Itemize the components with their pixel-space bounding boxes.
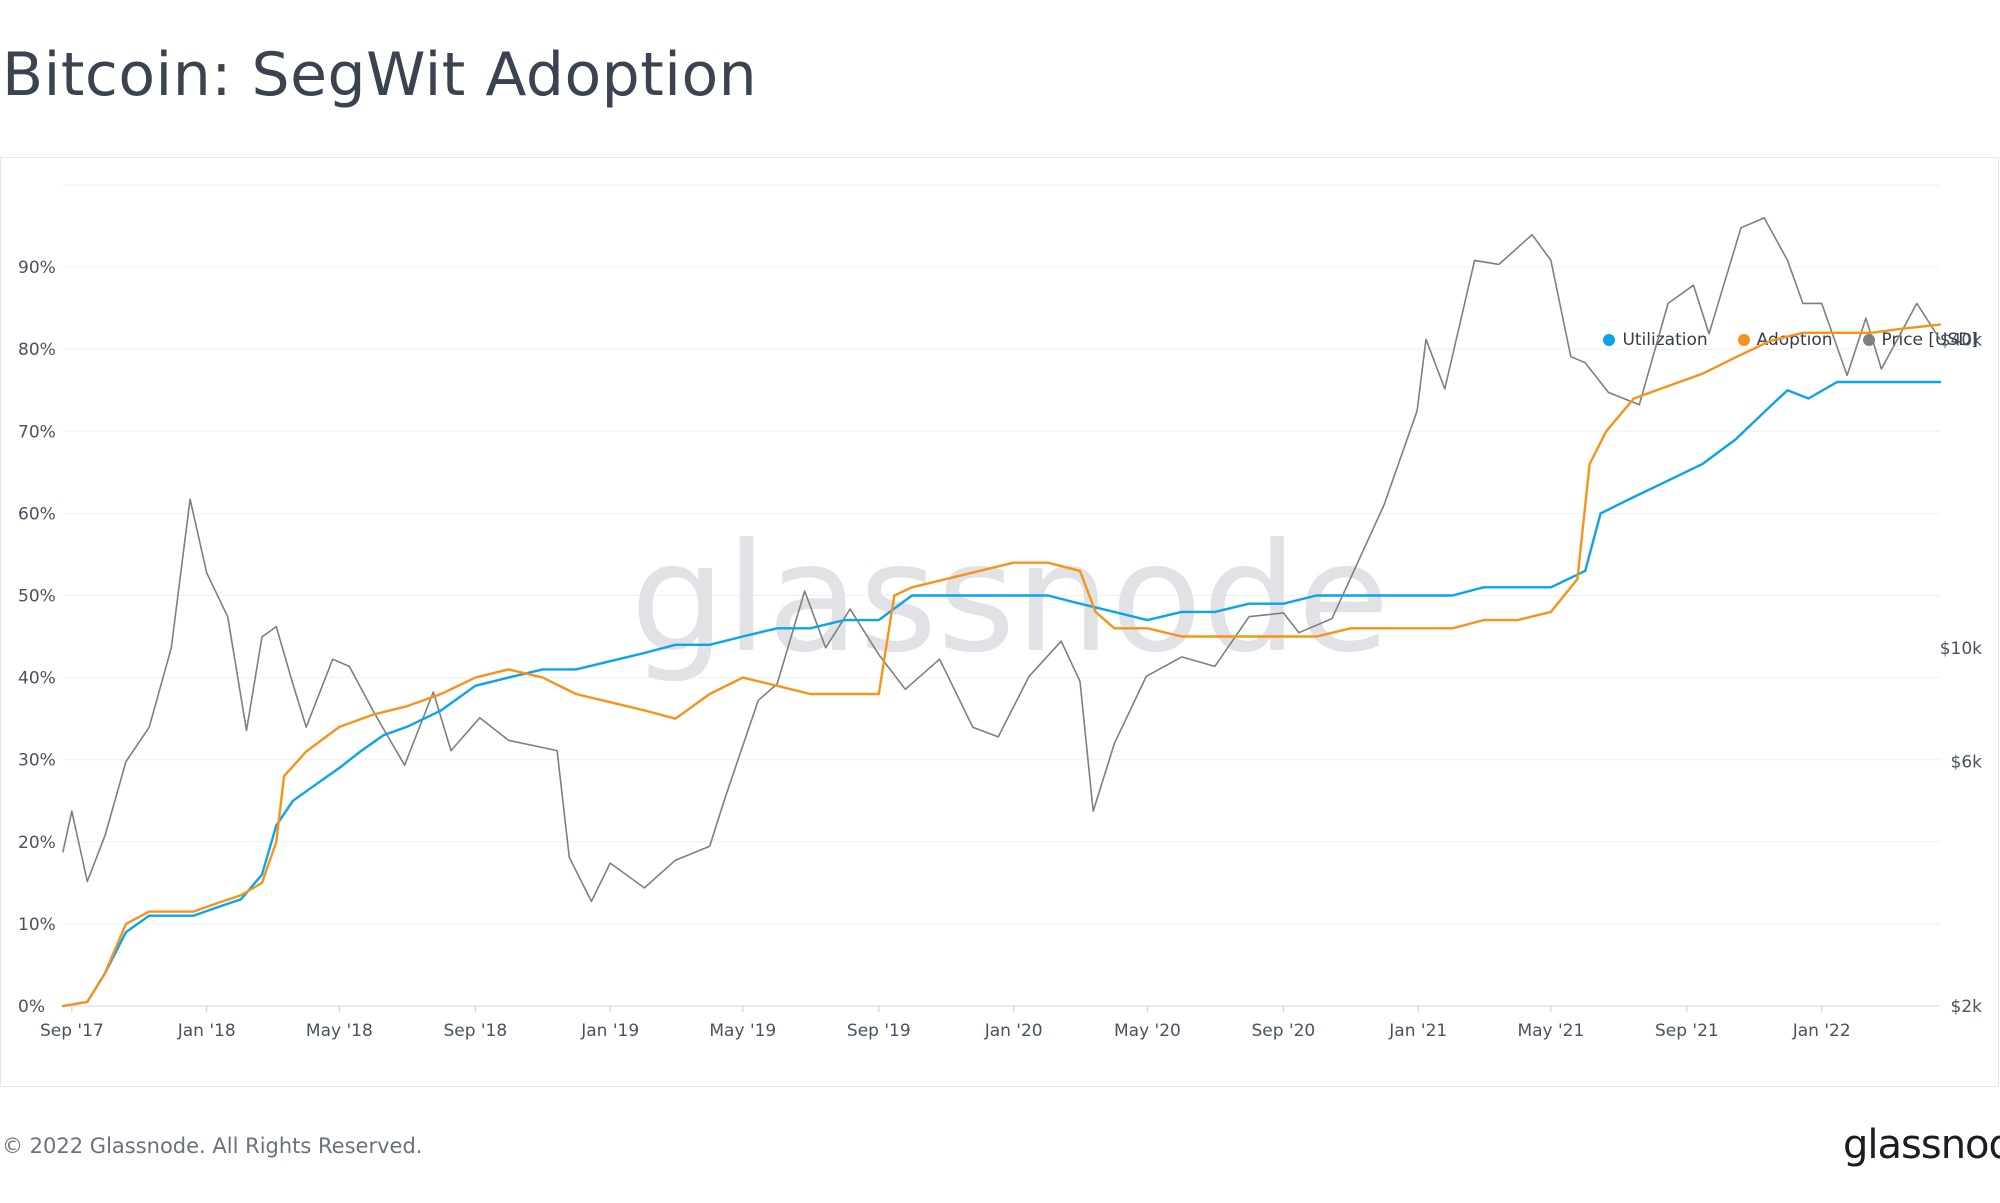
y-left-tick-label: 20% xyxy=(18,833,56,853)
x-tick-label: Sep '18 xyxy=(443,1021,507,1041)
legend-label-price: Price [USD] xyxy=(1881,330,1978,350)
y-right-tick-label: $40k xyxy=(1940,330,1982,350)
chart-legend: Utilization Adoption Price [USD] xyxy=(1603,330,1978,350)
legend-dot-adoption-icon xyxy=(1737,334,1750,346)
glassnode-logo[interactable]: glassnode xyxy=(1843,1122,2000,1168)
chart-plot: glassnode 0% 10% 20% 30% 40% 50% 60% 70% 80% 90% $… xyxy=(18,184,1982,1041)
x-tick-label: Sep '19 xyxy=(847,1021,911,1041)
y-left-tick-label: 30% xyxy=(18,751,56,771)
page-title: Bitcoin: SegWit Adoption xyxy=(2,40,758,110)
x-tick-label: May '18 xyxy=(306,1021,373,1041)
legend-label-adoption: Adoption xyxy=(1756,330,1833,350)
legend-label-utilization: Utilization xyxy=(1622,330,1708,350)
x-tick-label: May '20 xyxy=(1114,1021,1181,1041)
y-right-tick-label: $2k xyxy=(1951,997,1983,1017)
legend-item-adoption[interactable]: Adoption xyxy=(1737,330,1833,350)
x-tick-label: Sep '21 xyxy=(1655,1021,1719,1041)
x-tick-label: Jan '20 xyxy=(984,1021,1043,1041)
y-right-tick-label: $6k xyxy=(1951,752,1983,772)
series-lines xyxy=(61,217,1942,1008)
y-left-tick-label: 60% xyxy=(18,504,56,524)
legend-dot-utilization-icon xyxy=(1603,334,1616,346)
x-tick-label: May '21 xyxy=(1517,1021,1584,1041)
x-tick-label: May '19 xyxy=(709,1021,776,1041)
x-tick-label: Sep '17 xyxy=(40,1021,104,1041)
y-left-tick-label: 50% xyxy=(18,587,56,607)
axis-ticks: 0% 10% 20% 30% 40% 50% 60% 70% 80% 90% $2k $6k $10k $… xyxy=(18,258,1982,1041)
grid-lines xyxy=(63,184,1940,1007)
y-left-tick-label: 0% xyxy=(18,997,45,1017)
watermark-text: glassnode xyxy=(630,512,1389,686)
series-line-utilization xyxy=(61,380,1942,1008)
y-left-tick-label: 70% xyxy=(18,422,56,442)
legend-item-utilization[interactable]: Utilization xyxy=(1603,330,1708,350)
y-left-tick-label: 90% xyxy=(18,258,56,278)
y-left-tick-label: 10% xyxy=(18,915,56,935)
x-tick-label: Jan '22 xyxy=(1792,1021,1851,1041)
y-right-tick-label: $10k xyxy=(1940,639,1982,659)
y-left-tick-label: 40% xyxy=(18,669,56,689)
x-tick-label: Jan '19 xyxy=(580,1021,639,1041)
series-line-price-usd xyxy=(62,217,1941,903)
chart-frame: Utilization Adoption Price [USD] xyxy=(0,157,1999,1087)
y-left-tick-label: 80% xyxy=(18,340,56,360)
x-tick-label: Jan '18 xyxy=(177,1021,236,1041)
x-tick-label: Sep '20 xyxy=(1252,1021,1316,1041)
copyright-text: © 2022 Glassnode. All Rights Reserved. xyxy=(2,1134,423,1158)
series-line-adoption xyxy=(61,323,1942,1008)
x-tick-label: Jan '21 xyxy=(1388,1021,1447,1041)
